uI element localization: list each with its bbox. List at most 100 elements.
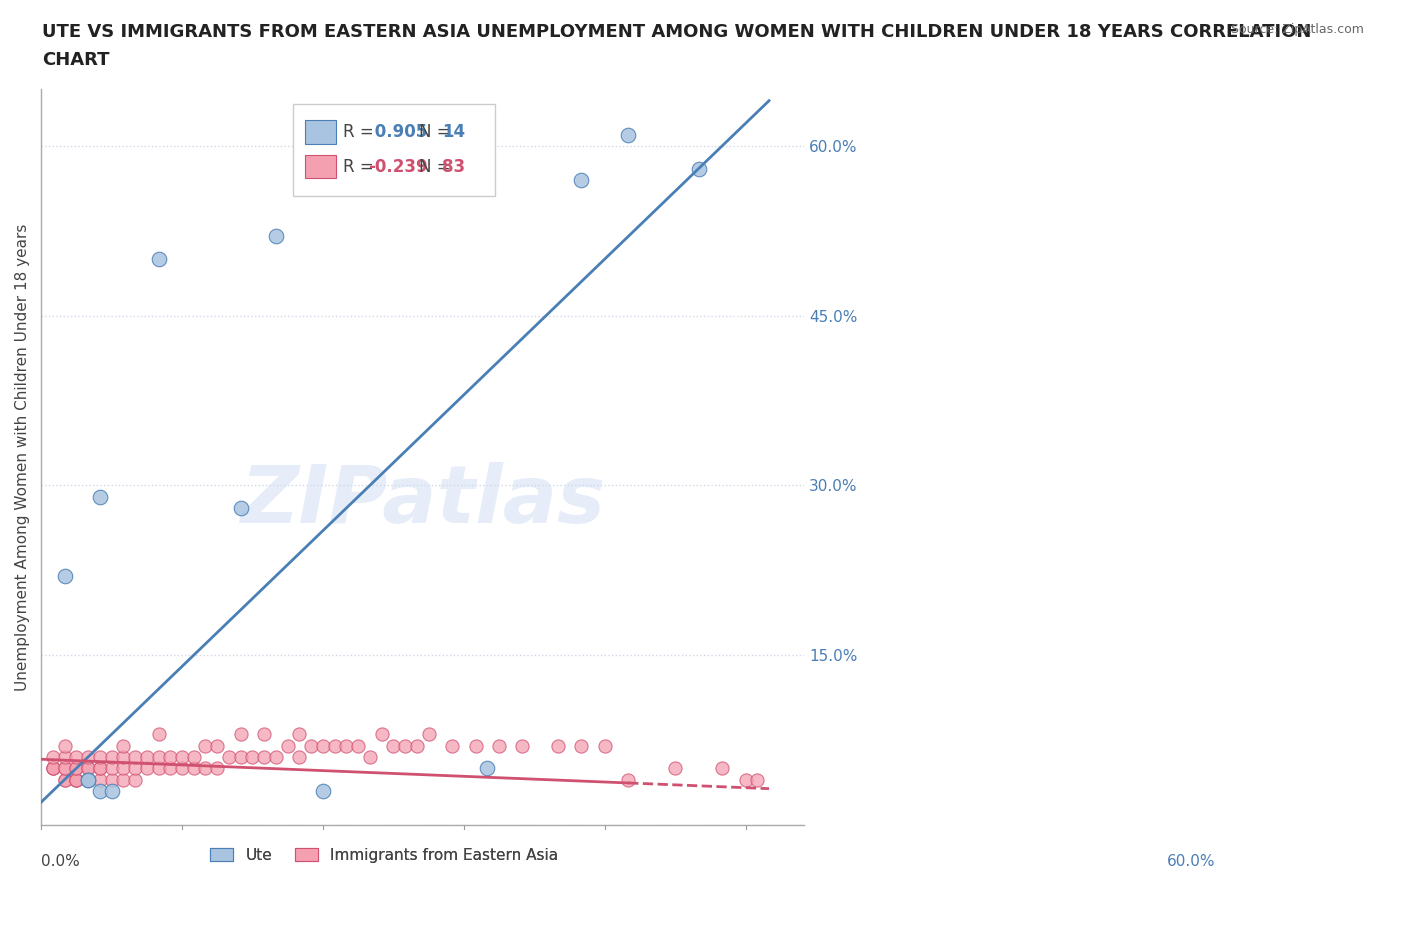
Point (77, 750, 100, 764)
Point (569, 738, 592, 753)
Point (100, 761, 122, 776)
Legend: Ute, Immigrants from Eastern Asia: Ute, Immigrants from Eastern Asia (204, 842, 565, 869)
Point (53, 772, 76, 787)
Text: CHART: CHART (42, 51, 110, 69)
Text: 14: 14 (441, 123, 465, 141)
Point (288, 727, 311, 742)
Point (100, 783, 122, 798)
Point (77, 772, 100, 787)
Point (77, 761, 100, 776)
Point (569, 172, 592, 187)
Point (148, 761, 170, 776)
Point (441, 738, 464, 753)
FancyBboxPatch shape (292, 104, 495, 196)
Text: Source: ZipAtlas.com: Source: ZipAtlas.com (1230, 23, 1364, 36)
Point (148, 727, 170, 742)
Point (477, 761, 499, 776)
Point (323, 738, 346, 753)
Point (159, 750, 181, 764)
Point (418, 727, 440, 742)
FancyBboxPatch shape (305, 120, 336, 144)
Point (124, 750, 146, 764)
Point (734, 772, 756, 787)
Point (53, 761, 76, 776)
Point (112, 738, 135, 753)
Point (711, 761, 734, 776)
Point (312, 783, 335, 798)
Point (53, 568, 76, 583)
Point (205, 738, 228, 753)
Point (65, 750, 87, 764)
Point (747, 772, 769, 787)
Point (359, 750, 381, 764)
Point (229, 500, 252, 515)
Point (65, 772, 87, 787)
Point (288, 750, 311, 764)
Point (593, 738, 616, 753)
Point (77, 772, 100, 787)
Point (688, 161, 710, 176)
Point (112, 761, 135, 776)
FancyBboxPatch shape (305, 155, 336, 179)
Point (65, 772, 87, 787)
Point (382, 738, 405, 753)
Point (205, 761, 228, 776)
Text: N =: N = (419, 123, 456, 141)
Point (218, 750, 240, 764)
Point (312, 738, 335, 753)
Text: ZIPatlas: ZIPatlas (240, 462, 605, 540)
Point (65, 772, 87, 787)
Point (229, 727, 252, 742)
Point (65, 761, 87, 776)
Text: 83: 83 (441, 157, 465, 176)
Text: N =: N = (419, 157, 456, 176)
Point (42, 761, 65, 776)
Point (89, 761, 111, 776)
Point (394, 738, 416, 753)
Point (148, 252, 170, 267)
Point (77, 772, 100, 787)
Point (183, 761, 205, 776)
Point (183, 750, 205, 764)
Point (42, 761, 65, 776)
Point (170, 761, 193, 776)
Point (53, 738, 76, 753)
Point (370, 727, 392, 742)
Point (229, 750, 252, 764)
Point (65, 761, 87, 776)
Point (135, 750, 157, 764)
Point (194, 761, 217, 776)
Point (89, 772, 111, 787)
Text: R =: R = (343, 123, 378, 141)
Point (170, 750, 193, 764)
Point (242, 750, 264, 764)
Point (112, 750, 135, 764)
Point (299, 738, 322, 753)
Point (617, 127, 640, 142)
Point (277, 738, 299, 753)
Point (264, 229, 287, 244)
Point (488, 738, 510, 753)
Y-axis label: Unemployment Among Women with Children Under 18 years: Unemployment Among Women with Children U… (15, 223, 30, 691)
Point (547, 738, 569, 753)
Point (135, 761, 157, 776)
Point (464, 738, 486, 753)
Point (100, 772, 122, 787)
Point (664, 761, 686, 776)
Point (89, 489, 111, 504)
Point (405, 738, 427, 753)
Point (89, 750, 111, 764)
Point (112, 772, 135, 787)
Point (89, 761, 111, 776)
Point (159, 761, 181, 776)
Point (253, 727, 276, 742)
Point (148, 750, 170, 764)
Point (42, 750, 65, 764)
Point (264, 750, 287, 764)
Point (124, 761, 146, 776)
Point (53, 761, 76, 776)
Text: 0.905: 0.905 (368, 123, 427, 141)
Point (77, 761, 100, 776)
Point (77, 772, 100, 787)
Text: R =: R = (343, 157, 378, 176)
